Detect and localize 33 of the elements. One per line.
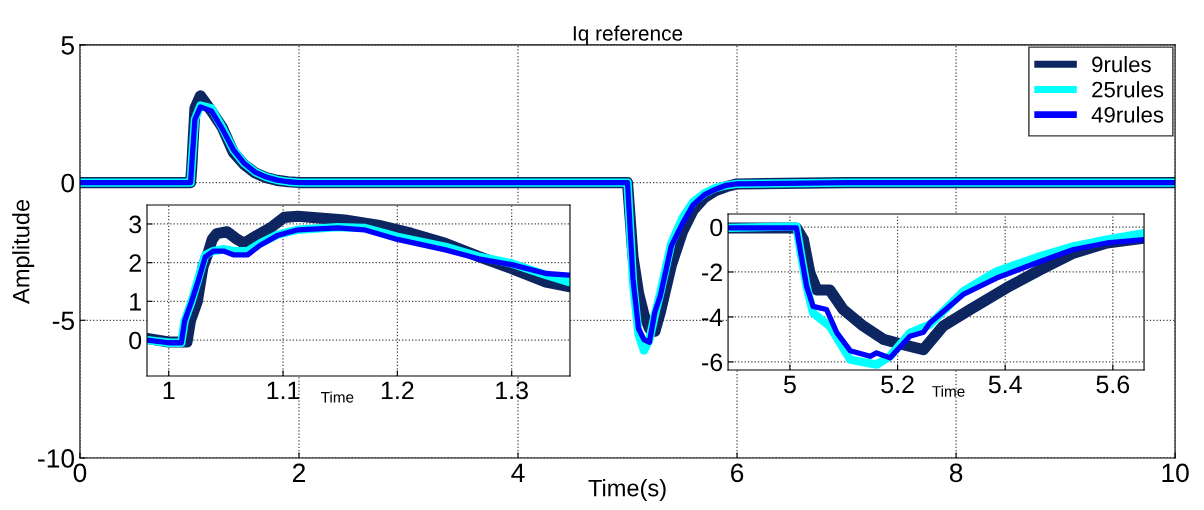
x-tick-label: 1.2 bbox=[381, 381, 414, 399]
y-tick-label: -2 bbox=[702, 263, 722, 282]
x-tick-label: 1.1 bbox=[267, 381, 300, 399]
x-tick-label: 5.4 bbox=[988, 375, 1022, 394]
y-axis-title: Amplitude bbox=[12, 199, 35, 304]
y-tick-label: -10 bbox=[38, 449, 75, 468]
y-tick-label: 5 bbox=[61, 36, 74, 55]
y-tick-label: 0 bbox=[61, 173, 75, 193]
x-tick-label: 5.6 bbox=[1096, 375, 1130, 394]
y-tick-label: -4 bbox=[702, 308, 723, 327]
y-tick-label: 0 bbox=[710, 218, 723, 237]
x-axis-title: Time bbox=[932, 385, 965, 397]
y-tick-label: 0 bbox=[129, 331, 142, 350]
x-tick-label: 4 bbox=[511, 463, 525, 482]
x-tick-label: 5 bbox=[783, 375, 796, 394]
x-tick-label: 1 bbox=[163, 381, 175, 399]
x-tick-label: 10 bbox=[1162, 463, 1189, 483]
x-tick-label: 1.3 bbox=[496, 381, 528, 400]
y-tick-label: -5 bbox=[52, 311, 74, 331]
x-tick-label: 8 bbox=[949, 463, 963, 483]
legend-label: 9rules bbox=[1092, 55, 1151, 73]
x-tick-label: 6 bbox=[731, 463, 744, 483]
y-tick-label: -6 bbox=[702, 353, 723, 372]
y-tick-label: 3 bbox=[129, 215, 142, 234]
x-axis-title: Time(s) bbox=[588, 479, 666, 502]
x-axis-title: Time bbox=[321, 391, 354, 403]
x-tick-label: 2 bbox=[292, 463, 305, 482]
y-tick-label: 2 bbox=[129, 254, 141, 272]
legend-label: 25rules bbox=[1092, 81, 1164, 98]
x-tick-label: 5.2 bbox=[881, 375, 914, 394]
legend-label: 49rules bbox=[1091, 106, 1164, 123]
chart-title: Iq reference bbox=[573, 25, 683, 45]
y-tick-label: 1 bbox=[130, 293, 141, 311]
